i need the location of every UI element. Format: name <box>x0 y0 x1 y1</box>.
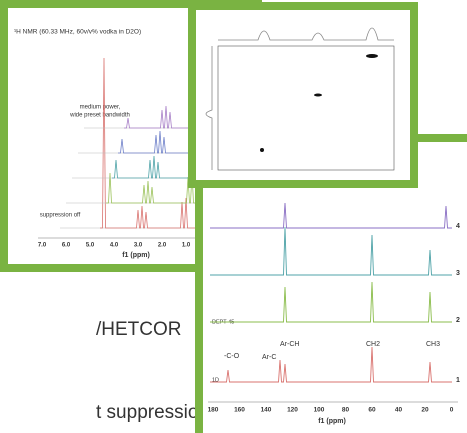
sequence-label: DEPT-45 <box>212 319 234 325</box>
x-tick-label: 4.0 <box>110 243 119 249</box>
x-tick-label: 80 <box>342 407 350 414</box>
trace <box>210 346 452 383</box>
cross-peak <box>260 148 264 152</box>
peak-label: CH3 <box>426 341 440 348</box>
trace-number: 3 <box>456 270 460 277</box>
label: suppression off <box>40 213 81 219</box>
peak-label: CH2 <box>366 341 380 348</box>
x-tick-label: 100 <box>314 407 325 414</box>
x-tick-label: 180 <box>208 407 219 414</box>
cross-peak <box>314 93 322 97</box>
x-tick-label: 7.0 <box>38 243 47 249</box>
sequence-label: 1D <box>212 377 219 383</box>
x-tick-label: 1.0 <box>182 243 191 249</box>
x-tick-label: 40 <box>395 407 403 414</box>
x-tick-label: 120 <box>287 407 298 414</box>
annotation: wide preset bandwidth <box>69 113 130 119</box>
peak-label: -C-O <box>224 353 240 360</box>
background-text: /HETCOR <box>96 319 182 340</box>
trace <box>205 46 213 170</box>
trace-number: 4 <box>456 223 460 230</box>
x-tick-label: 6.0 <box>62 243 71 249</box>
peak-label: Ar-C <box>262 354 276 361</box>
x-tick-label: 140 <box>261 407 272 414</box>
x-label: f1 (ppm) <box>122 252 150 259</box>
x-tick-label: 2.0 <box>158 243 167 249</box>
x-label: f1 (ppm) <box>318 418 346 425</box>
trace <box>218 27 394 41</box>
trace <box>106 172 230 204</box>
trace <box>210 202 452 229</box>
x-tick-label: 3.0 <box>134 243 143 249</box>
plot-area <box>217 45 395 171</box>
annotation: medium power, <box>80 105 121 111</box>
x-tick-label: 60 <box>368 407 376 414</box>
cross-peak <box>366 54 378 58</box>
trace <box>210 226 452 276</box>
x-tick-label: 20 <box>421 407 429 414</box>
x-tick-label: 160 <box>234 407 245 414</box>
frame <box>188 2 418 188</box>
title: ¹H NMR (60.33 MHz, 60v/v% vodka in D2O) <box>14 29 141 36</box>
x-tick-label: 5.0 <box>86 243 95 249</box>
trace-number: 2 <box>456 317 460 324</box>
x-tick-label: 0 <box>450 407 454 414</box>
trace-number: 1 <box>456 377 460 384</box>
trace <box>210 281 452 323</box>
trace <box>100 57 230 229</box>
peak-label: Ar-CH <box>280 341 299 348</box>
background-text: t suppression <box>96 402 209 423</box>
panel-2d <box>188 2 418 188</box>
